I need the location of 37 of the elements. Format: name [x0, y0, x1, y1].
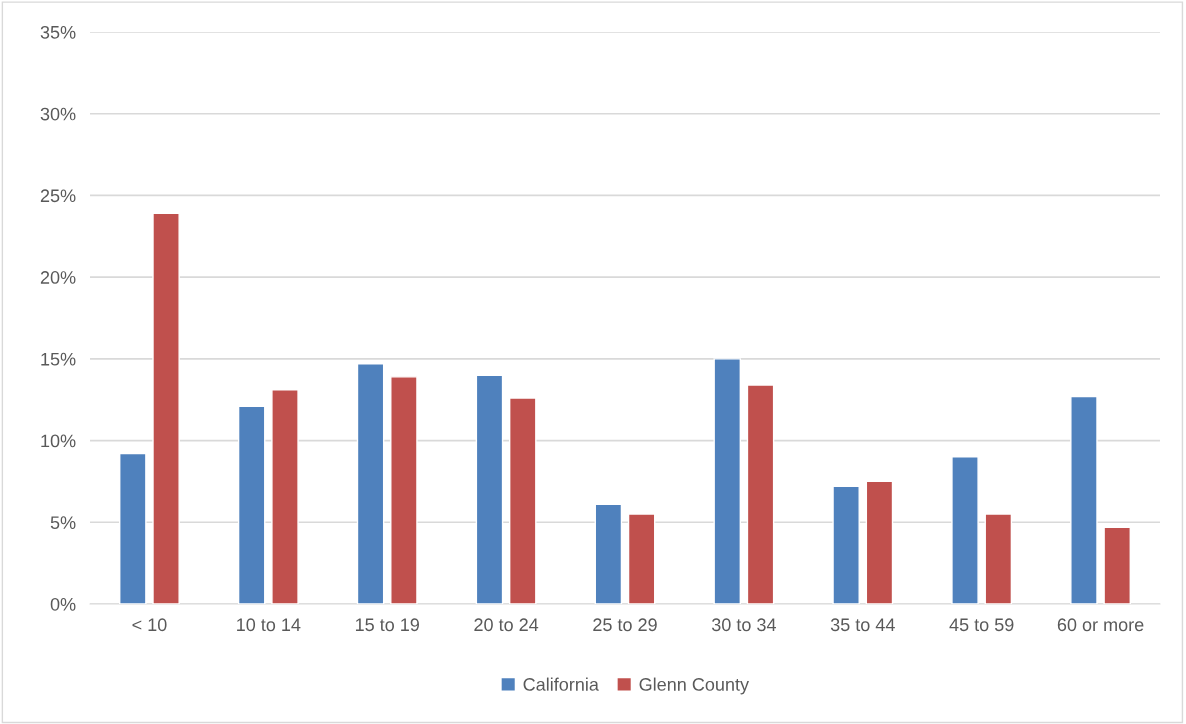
- bar: [865, 480, 894, 604]
- bar: [356, 363, 385, 604]
- y-tick-label: 20%: [40, 271, 76, 284]
- bar: [627, 513, 656, 604]
- legend-label: California: [523, 677, 599, 691]
- bar: [1103, 526, 1131, 604]
- y-tick-label: 15%: [41, 352, 76, 366]
- bar: [508, 397, 537, 604]
- bar: [984, 513, 1013, 604]
- x-tick-label: 30 to 34: [711, 618, 776, 632]
- bar: [475, 374, 504, 604]
- x-tick-label: 45 to 59: [949, 618, 1014, 632]
- x-tick-label: 20 to 24: [474, 618, 539, 632]
- legend-label: Glenn County: [639, 677, 749, 695]
- bar: [390, 376, 418, 604]
- bar: [746, 384, 775, 604]
- bar: [237, 405, 266, 604]
- y-tick-label: 25%: [40, 189, 76, 203]
- bar: [594, 503, 623, 604]
- x-tick-label: 10 to 14: [237, 618, 301, 632]
- x-tick-label: 25 to 29: [593, 618, 657, 632]
- bar: [713, 358, 742, 604]
- bar: [152, 212, 180, 604]
- bar: [271, 389, 299, 604]
- x-tick-label: 15 to 19: [355, 618, 419, 632]
- y-tick-label: 5%: [50, 516, 76, 530]
- y-tick-label: 30%: [40, 107, 76, 121]
- bar: [1070, 395, 1098, 604]
- x-tick-label: < 10: [132, 618, 167, 632]
- bar: [951, 456, 979, 604]
- x-tick-label: 35 to 44: [830, 618, 895, 632]
- bar: [119, 452, 147, 604]
- y-tick-label: 0%: [50, 597, 76, 611]
- y-tick-label: 10%: [41, 434, 76, 448]
- bar: [832, 485, 860, 604]
- y-tick-label: 35%: [40, 25, 76, 39]
- x-tick-label: 60 or more: [1057, 618, 1144, 632]
